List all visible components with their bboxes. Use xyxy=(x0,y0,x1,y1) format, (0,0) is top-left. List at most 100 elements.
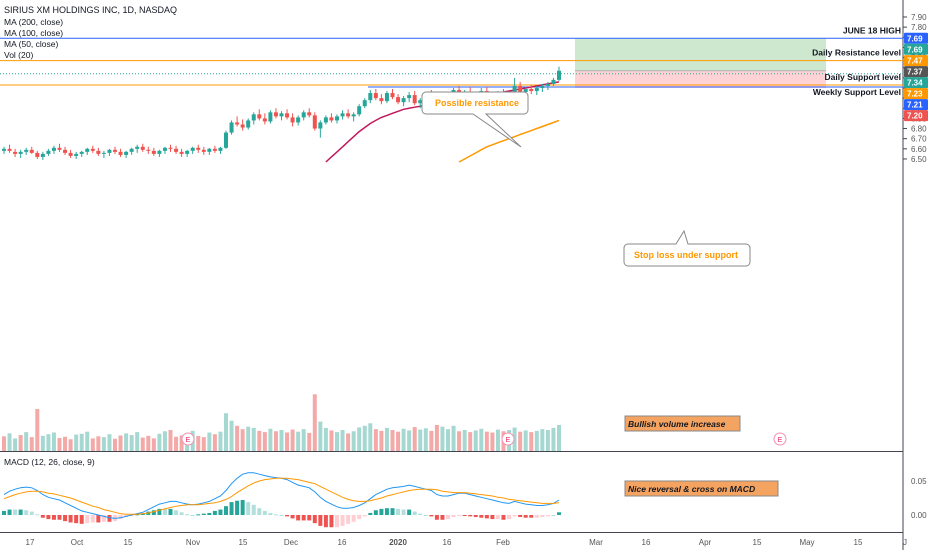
volume-bar xyxy=(201,437,206,451)
volume-bar xyxy=(479,428,484,451)
macd-histogram-bar xyxy=(190,515,195,516)
candle-body xyxy=(146,149,151,151)
volume-bar xyxy=(279,430,284,451)
stop-loss-text: Stop loss under support xyxy=(634,250,738,260)
volume-bar xyxy=(74,434,79,451)
possible-resistance-callout xyxy=(421,91,529,148)
price-badge xyxy=(904,43,928,55)
volume-bar xyxy=(362,425,367,451)
earnings-marker-text: E xyxy=(506,437,511,444)
macd-histogram-bar xyxy=(540,515,545,518)
volume-bar xyxy=(529,432,534,451)
macd-histogram-bar xyxy=(118,515,123,520)
macd-histogram-bar xyxy=(51,515,56,520)
candle-body xyxy=(124,151,129,155)
candle-body xyxy=(551,79,556,84)
macd-histogram-bar xyxy=(179,512,184,515)
macd-histogram-bar xyxy=(24,510,29,515)
candle-body xyxy=(534,87,539,92)
macd-note: Nice reversal & cross on MACD xyxy=(628,484,755,494)
macd-histogram-bar xyxy=(545,515,550,517)
macd-histogram-bar xyxy=(101,515,106,522)
level-label: Weekly Support Level xyxy=(813,87,901,97)
time-tick-label: Oct xyxy=(71,538,84,547)
volume-bar xyxy=(390,430,395,451)
volume-bar xyxy=(457,431,462,451)
volume-bar xyxy=(540,429,545,451)
volume-bar xyxy=(418,429,423,451)
macd-histogram-bar xyxy=(96,515,101,523)
candle-body xyxy=(340,113,345,117)
macd-tick-label: 0.05 xyxy=(911,477,927,486)
macd-histogram-bar xyxy=(451,515,456,518)
candle-body xyxy=(285,113,290,118)
price-tick-label: 7.90 xyxy=(911,13,927,22)
volume-bar xyxy=(440,426,445,451)
volume-bar xyxy=(218,431,223,451)
macd-histogram-bar xyxy=(512,515,517,517)
volume-bar xyxy=(40,435,45,451)
volume-bar xyxy=(329,430,334,451)
candle-body xyxy=(129,148,134,152)
volume-bar xyxy=(468,432,473,451)
macd-histogram-bar xyxy=(390,508,395,515)
time-tick-label: Mar xyxy=(589,538,603,547)
candle-body xyxy=(68,152,73,156)
volume-bar xyxy=(290,429,295,451)
volume-bar xyxy=(68,439,73,451)
candle-body xyxy=(229,122,234,133)
macd-histogram-bar xyxy=(412,511,417,515)
time-tick-label: Nov xyxy=(186,538,200,547)
candle-body xyxy=(224,132,228,148)
price-badge xyxy=(904,110,928,122)
macd-histogram-bar xyxy=(329,515,334,528)
volume-bar xyxy=(235,425,240,451)
candle-body xyxy=(151,150,156,154)
candle-body xyxy=(96,150,101,154)
earnings-marker[interactable] xyxy=(181,432,195,446)
volume-bar xyxy=(51,432,56,451)
macd-histogram-bar xyxy=(35,514,40,516)
volume-bar xyxy=(262,432,267,451)
candle-body xyxy=(301,112,306,118)
volume-bar xyxy=(46,434,51,451)
volume-bar xyxy=(512,427,517,451)
candle-body xyxy=(312,115,317,129)
candle-body xyxy=(379,98,384,102)
macd-histogram-bar xyxy=(551,515,556,516)
macd-histogram-bar xyxy=(235,500,240,515)
volume-bar xyxy=(273,431,278,451)
macd-histogram-bar xyxy=(362,515,367,517)
time-tick-label: 16 xyxy=(642,538,651,547)
indicator-label: Vol (20) xyxy=(4,50,33,60)
candle-body xyxy=(57,147,62,150)
price-tick-label: 6.50 xyxy=(911,155,927,164)
earnings-marker[interactable] xyxy=(773,432,787,446)
candle-body xyxy=(279,113,284,117)
macd-histogram-bar xyxy=(162,508,167,515)
volume-bar xyxy=(346,433,351,451)
volume-bar xyxy=(157,433,162,451)
macd-note-box xyxy=(624,480,779,497)
volume-bar xyxy=(179,435,184,451)
earnings-marker[interactable] xyxy=(501,432,515,446)
candle-body xyxy=(29,149,34,153)
volume-bar xyxy=(484,431,489,451)
price-badge xyxy=(904,66,928,78)
macd-histogram-bar xyxy=(418,513,423,515)
volume-bar xyxy=(85,431,90,451)
time-tick-label: 15 xyxy=(239,538,248,547)
volume-bar xyxy=(101,437,106,451)
macd-histogram-bar xyxy=(85,515,90,524)
candle-body xyxy=(262,118,267,122)
volume-bar xyxy=(162,431,167,451)
price-badge xyxy=(904,77,928,89)
volume-bar xyxy=(434,424,439,451)
macd-histogram-bar xyxy=(13,509,18,515)
macd-histogram-bar xyxy=(240,500,245,515)
macd-histogram-bar xyxy=(246,502,251,515)
macd-histogram-bar xyxy=(401,509,406,515)
macd-histogram-bar xyxy=(135,514,140,516)
